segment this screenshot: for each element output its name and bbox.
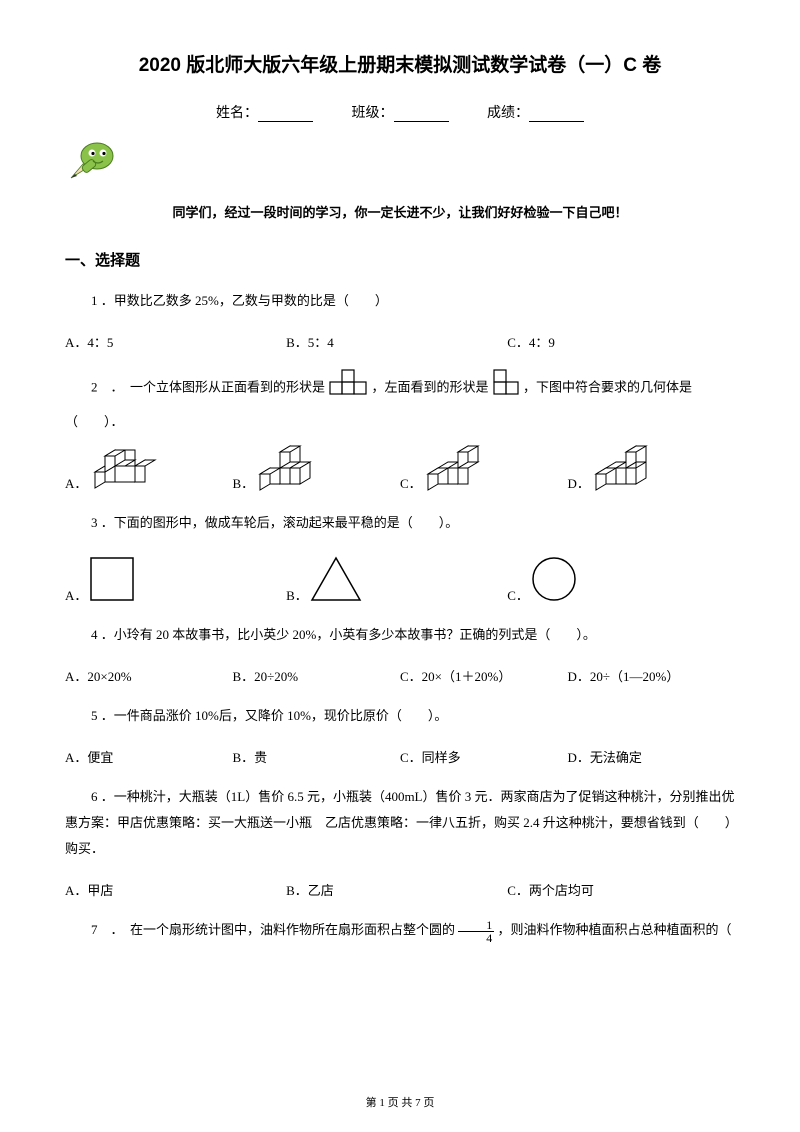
name-blank	[258, 108, 313, 122]
side-view-icon	[492, 369, 520, 408]
name-label: 姓名：	[216, 106, 258, 121]
q4-options: A．20×20% B．20÷20% C．20×（1＋20%） D．20÷（1—2…	[65, 666, 735, 685]
q2-opt-a: A．	[65, 444, 233, 492]
circle-icon	[529, 554, 579, 604]
q2-opt-d-label: D．	[568, 473, 590, 492]
page-footer: 第 1 页 共 7 页	[0, 1094, 800, 1110]
q2-mid: ，左面看到的形状是	[372, 379, 489, 394]
class-label: 班级：	[352, 106, 394, 121]
q5-opt-c: C．同样多	[400, 747, 568, 766]
q3-opt-b-label: B．	[286, 585, 308, 604]
q3-text: 3 ．下面的图形中，做成车轮后，滚动起来最平稳的是（ ）。	[65, 510, 735, 536]
q4-opt-d: D．20÷（1—20%）	[568, 666, 736, 685]
q5-text: 5 ．一件商品涨价 10%后，又降价 10%，现价比原价（ ）。	[65, 703, 735, 729]
front-view-icon	[328, 369, 368, 408]
q1-text: 1 ．甲数比乙数多 25%，乙数与甲数的比是（ ）	[65, 288, 735, 314]
q2-opt-d: D．	[568, 444, 736, 492]
square-icon	[87, 554, 137, 604]
q2-opt-a-label: A．	[65, 473, 87, 492]
q4-opt-a: A．20×20%	[65, 666, 233, 685]
q7-text: 7 ． 在一个扇形统计图中，油料作物所在扇形面积占整个圆的 1 4 ，则油料作物…	[65, 917, 735, 944]
q3-options: A． B． C．	[65, 554, 735, 604]
q4-opt-b: B．20÷20%	[233, 666, 401, 685]
q2-opt-b: B．	[233, 444, 401, 492]
q2-opt-b-label: B．	[233, 473, 255, 492]
section-heading: 一、选择题	[65, 249, 735, 270]
cube-shape-b-icon	[254, 444, 326, 492]
q6-opt-c: C．两个店均可	[507, 880, 728, 899]
page-title: 2020 版北师大版六年级上册期末模拟测试数学试卷（一）C 卷	[65, 50, 735, 77]
q2-opt-c: C．	[400, 444, 568, 492]
cube-shape-d-icon	[590, 444, 662, 492]
q2-options: A． B．	[65, 444, 735, 492]
pencil-row	[65, 140, 735, 187]
q6-options: A．甲店 B．乙店 C．两个店均可	[65, 880, 735, 899]
cube-shape-a-icon	[87, 444, 159, 492]
class-blank	[394, 108, 449, 122]
q1-opt-c: C．4：9	[507, 332, 728, 351]
q2-pre: 2 ． 一个立体图形从正面看到的形状是	[91, 379, 325, 394]
q1-opt-b: B．5：4	[286, 332, 507, 351]
score-label: 成绩：	[487, 106, 529, 121]
triangle-icon	[308, 554, 364, 604]
q3-opt-b: B．	[286, 554, 507, 604]
cube-shape-c-icon	[422, 444, 494, 492]
q6-text: 6 ．一种桃汁，大瓶装（1L）售价 6.5 元，小瓶装（400mL）售价 3 元…	[65, 784, 735, 862]
pencil-icon	[65, 140, 123, 182]
frac-numerator: 1	[458, 919, 494, 932]
q3-opt-c: C．	[507, 554, 728, 604]
q6-opt-b: B．乙店	[286, 880, 507, 899]
q1-options: A．4：5 B．5：4 C．4：9	[65, 332, 735, 351]
frac-denominator: 4	[458, 932, 494, 944]
q5-opt-d: D．无法确定	[568, 747, 736, 766]
q3-opt-a: A．	[65, 554, 286, 604]
q5-options: A．便宜 B．贵 C．同样多 D．无法确定	[65, 747, 735, 766]
q3-opt-c-label: C．	[507, 585, 529, 604]
q4-opt-c: C．20×（1＋20%）	[400, 666, 568, 685]
q5-opt-b: B．贵	[233, 747, 401, 766]
q2-text: 2 ． 一个立体图形从正面看到的形状是 ，左面看到的形状是 ，下图中符合要求的几…	[65, 369, 735, 436]
info-row: 姓名： 班级： 成绩：	[65, 102, 735, 122]
q7-pre: 7 ． 在一个扇形统计图中，油料作物所在扇形面积占整个圆的	[91, 922, 455, 937]
fraction-icon: 1 4	[458, 919, 494, 944]
q4-text: 4 ．小玲有 20 本故事书，比小英少 20%，小英有多少本故事书？正确的列式是…	[65, 622, 735, 648]
q3-opt-a-label: A．	[65, 585, 87, 604]
intro-text: 同学们，经过一段时间的学习，你一定长进不少，让我们好好检验一下自己吧！	[65, 202, 735, 221]
q1-opt-a: A．4：5	[65, 332, 286, 351]
score-blank	[529, 108, 584, 122]
q6-opt-a: A．甲店	[65, 880, 286, 899]
q2-opt-c-label: C．	[400, 473, 422, 492]
q5-opt-a: A．便宜	[65, 747, 233, 766]
q7-post: ，则油料作物种植面积占总种植面积的（	[498, 922, 732, 937]
